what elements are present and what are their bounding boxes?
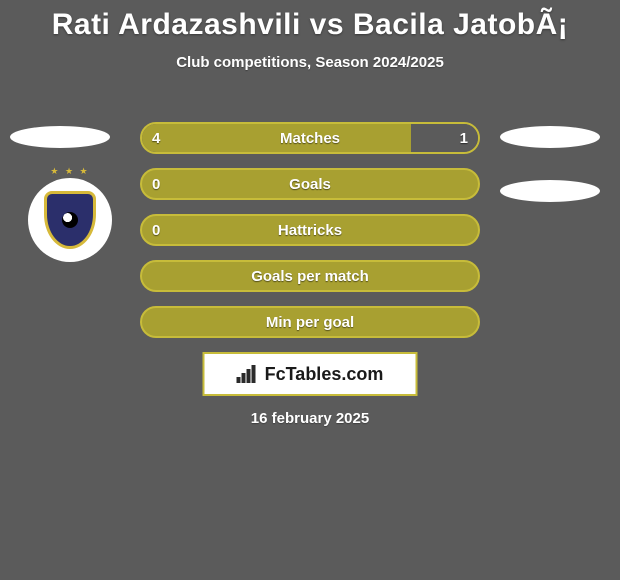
ball-icon [62, 212, 78, 228]
stat-row: Hattricks0 [140, 214, 480, 246]
watermark: FcTables.com [203, 352, 418, 396]
stat-row: Goals0 [140, 168, 480, 200]
stat-value-right: 1 [460, 122, 468, 154]
club-left-badge: ★ ★ ★ [28, 178, 112, 262]
stat-row: Goals per match [140, 260, 480, 292]
stats-panel: Matches41Goals0Hattricks0Goals per match… [140, 122, 480, 352]
player-left-avatar [10, 126, 110, 148]
comparison-card: Rati Ardazashvili vs Bacila JatobÃ¡ Club… [0, 0, 620, 580]
page-title: Rati Ardazashvili vs Bacila JatobÃ¡ [0, 0, 620, 42]
stat-label: Min per goal [140, 306, 480, 338]
subtitle: Club competitions, Season 2024/2025 [0, 54, 620, 71]
stat-label: Goals per match [140, 260, 480, 292]
watermark-text: FcTables.com [265, 364, 384, 385]
club-stars-icon: ★ ★ ★ [28, 166, 112, 177]
stat-label: Hattricks [140, 214, 480, 246]
stat-row: Min per goal [140, 306, 480, 338]
player-right-avatar [500, 126, 600, 148]
stat-label: Goals [140, 168, 480, 200]
bars-icon [237, 365, 259, 383]
stat-label: Matches [140, 122, 480, 154]
stat-row: Matches4 1 [140, 122, 480, 154]
club-right-avatar [500, 180, 600, 202]
shield-icon [44, 191, 96, 249]
stat-value-left: 4 [152, 122, 160, 154]
stat-value-left: 0 [152, 214, 160, 246]
stat-value-left: 0 [152, 168, 160, 200]
date: 16 february 2025 [0, 410, 620, 427]
